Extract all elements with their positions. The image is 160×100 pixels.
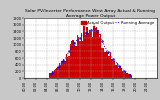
Bar <box>61 61 63 78</box>
Bar <box>68 56 70 78</box>
Bar <box>110 52 111 78</box>
Bar <box>114 61 115 78</box>
Bar <box>52 71 53 78</box>
Bar <box>107 52 108 78</box>
Title: Solar PV/Inverter Performance West Array Actual & Running Average Power Output: Solar PV/Inverter Performance West Array… <box>25 9 155 18</box>
Legend: Actual Output, Running Average: Actual Output, Running Average <box>81 20 155 26</box>
Bar <box>122 71 124 78</box>
Bar <box>59 64 60 78</box>
Bar <box>56 68 57 78</box>
Bar <box>78 37 79 78</box>
Bar <box>100 34 101 78</box>
Bar <box>129 74 131 78</box>
Bar <box>104 52 106 78</box>
Bar <box>120 66 121 78</box>
Bar <box>84 24 85 78</box>
Bar <box>93 24 95 78</box>
Bar <box>71 41 72 78</box>
Bar <box>64 61 65 78</box>
Bar <box>115 65 117 78</box>
Bar <box>125 72 126 78</box>
Bar <box>101 48 103 78</box>
Bar <box>82 41 84 78</box>
Bar <box>88 34 89 78</box>
Bar <box>60 65 61 78</box>
Bar <box>90 30 92 78</box>
Bar <box>131 76 132 78</box>
Bar <box>72 40 74 78</box>
Bar <box>89 30 90 78</box>
Bar <box>128 74 129 78</box>
Bar <box>70 44 71 78</box>
Bar <box>85 35 86 78</box>
Bar <box>53 72 54 78</box>
Bar <box>77 35 78 78</box>
Bar <box>95 28 96 78</box>
Bar <box>96 27 97 78</box>
Bar <box>63 59 64 78</box>
Bar <box>111 59 112 78</box>
Bar <box>86 27 88 78</box>
Bar <box>54 70 56 78</box>
Bar <box>67 56 68 78</box>
Bar <box>117 63 118 78</box>
Bar <box>103 48 104 78</box>
Bar <box>124 73 125 78</box>
Bar <box>74 45 75 78</box>
Bar <box>97 30 99 78</box>
Bar <box>79 41 81 78</box>
Bar <box>57 67 59 78</box>
Bar <box>75 46 77 78</box>
Bar <box>50 73 52 78</box>
Bar <box>118 68 120 78</box>
Bar <box>106 51 107 78</box>
Bar <box>49 73 50 78</box>
Bar <box>121 68 122 78</box>
Bar <box>112 61 114 78</box>
Bar <box>99 37 100 78</box>
Bar <box>126 73 128 78</box>
Bar <box>108 56 110 78</box>
Bar <box>92 37 93 78</box>
Bar <box>81 33 82 78</box>
Bar <box>65 55 67 78</box>
